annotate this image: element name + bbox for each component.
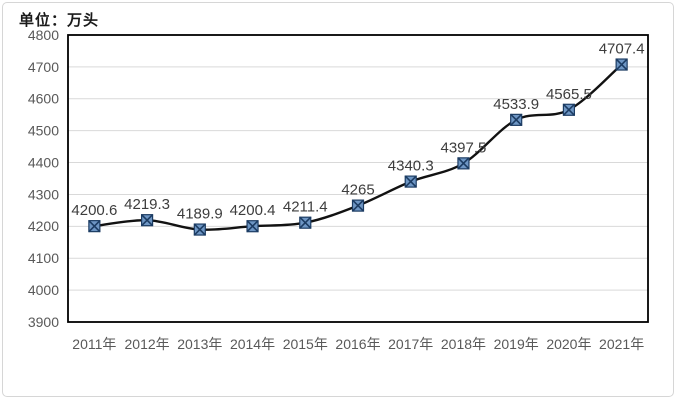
data-label: 4340.3 [388, 158, 434, 175]
y-tick-label: 4700 [28, 59, 59, 75]
marker-x-glyph [615, 58, 628, 71]
x-tick-label: 2015年 [283, 336, 328, 352]
x-tick-label: 2014年 [230, 336, 275, 352]
x-tick-label: 2017年 [388, 336, 433, 352]
y-tick-label: 4500 [28, 123, 59, 139]
data-label: 4265 [341, 182, 374, 199]
marker-x-glyph [141, 214, 154, 227]
marker-x-glyph [299, 216, 312, 229]
marker-x-glyph [88, 220, 101, 233]
marker-x-glyph [246, 220, 259, 233]
data-label: 4200.6 [71, 202, 117, 219]
x-tick-label: 2019年 [494, 336, 539, 352]
marker-x-glyph [510, 113, 523, 126]
y-tick-label: 4400 [28, 154, 59, 170]
y-tick-label: 4200 [28, 218, 59, 234]
unit-label: 单位：万头 [19, 12, 100, 29]
y-tick-label: 4600 [28, 91, 59, 107]
line-chart: 3900 4000 4100 4200 4300 4400 4500 4600 4700 4800… [28, 27, 649, 352]
x-tick-label: 2011年 [72, 336, 116, 352]
data-label: 4219.3 [124, 196, 170, 213]
data-label: 4707.4 [599, 41, 645, 58]
y-tick-label: 4800 [28, 27, 59, 43]
data-label: 4397.5 [441, 139, 487, 156]
chart-container: 单位：万头 3900 4000 4100 4200 4300 4400 4500 4600 47… [2, 2, 674, 397]
data-label: 4189.9 [177, 206, 223, 223]
x-tick-label: 2021年 [599, 336, 644, 352]
x-tick-label: 2020年 [546, 336, 591, 352]
y-tick-label: 4000 [28, 282, 59, 298]
marker-x-glyph [404, 175, 417, 188]
y-tick-label: 4300 [28, 186, 59, 202]
data-label: 4211.4 [283, 199, 328, 216]
marker-x-glyph [193, 223, 206, 236]
x-tick-label: 2012年 [125, 336, 170, 352]
y-tick-label: 4100 [28, 250, 59, 266]
x-tick-label: 2018年 [441, 336, 486, 352]
data-label: 4533.9 [493, 96, 539, 113]
y-tick-label: 3900 [28, 314, 59, 330]
x-tick-label: 2016年 [335, 336, 380, 352]
plot-area-border [67, 34, 649, 323]
marker-x-glyph [351, 199, 365, 212]
marker-x-glyph [457, 157, 470, 170]
marker-x-glyph [562, 103, 575, 116]
x-tick-label: 2013年 [177, 336, 222, 352]
data-label: 4200.4 [230, 202, 276, 219]
data-label: 4565.5 [546, 86, 592, 103]
